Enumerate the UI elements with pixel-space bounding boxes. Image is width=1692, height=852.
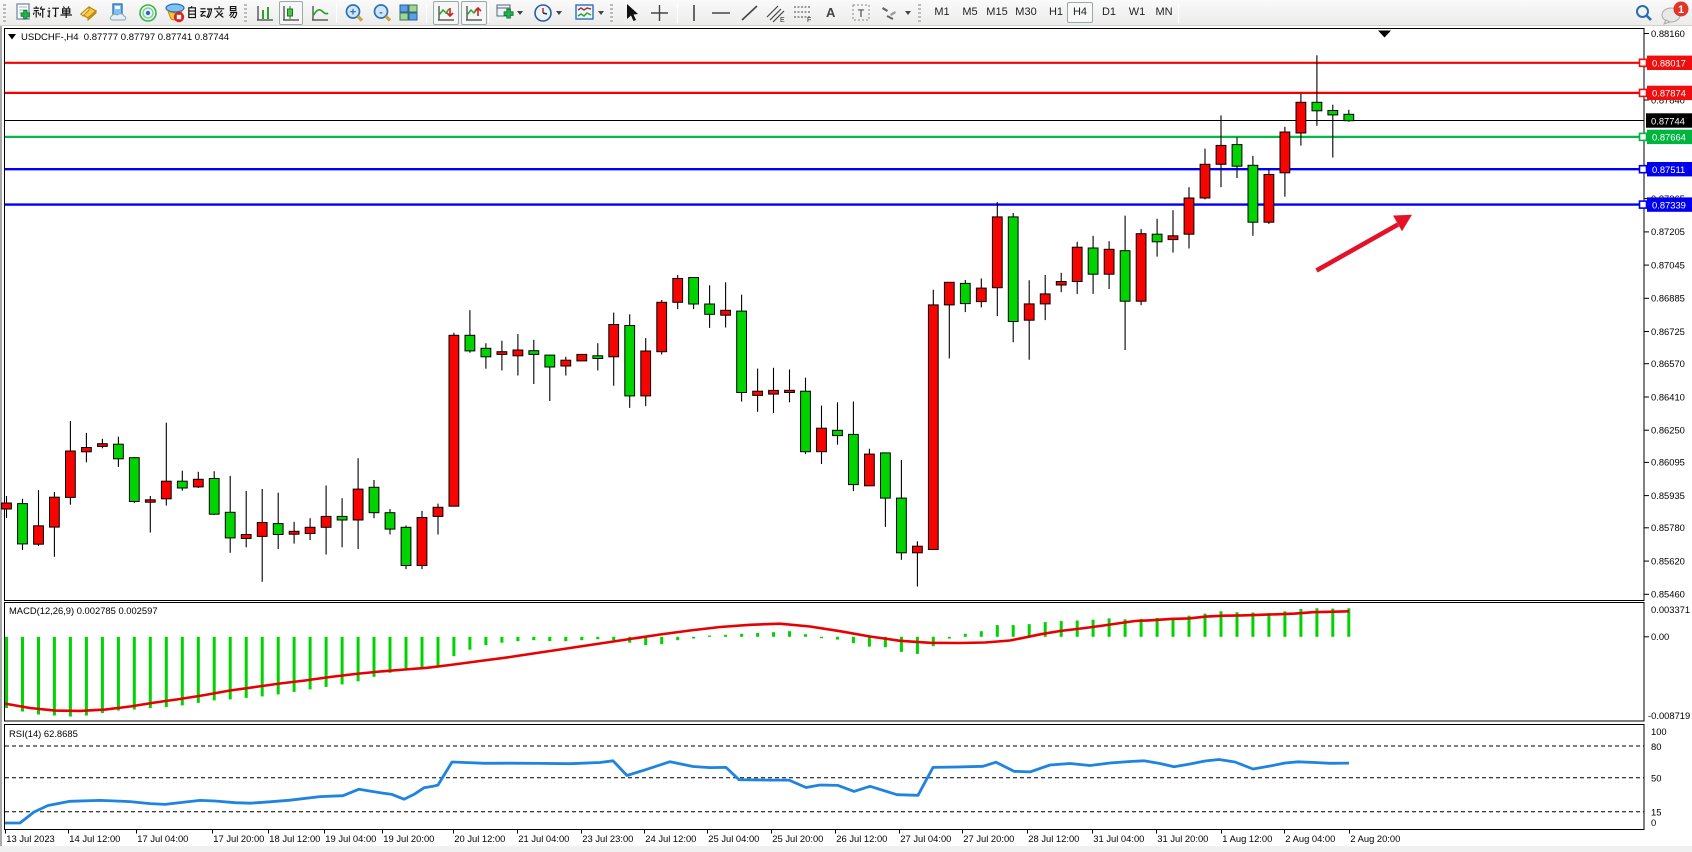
svg-text:27 Jul 20:00: 27 Jul 20:00 [963, 833, 1014, 844]
svg-text:27 Jul 04:00: 27 Jul 04:00 [900, 833, 951, 844]
svg-text:0: 0 [1651, 817, 1656, 828]
svg-text:0.87511: 0.87511 [1652, 164, 1685, 175]
svg-text:0.86885: 0.86885 [1651, 293, 1685, 304]
svg-text:13 Jul 2023: 13 Jul 2023 [6, 833, 54, 844]
svg-text:80: 80 [1651, 741, 1661, 752]
svg-text:20 Jul 12:00: 20 Jul 12:00 [454, 833, 505, 844]
svg-text:0.87664: 0.87664 [1652, 132, 1686, 143]
svg-text:25 Jul 04:00: 25 Jul 04:00 [708, 833, 759, 844]
svg-text:0.87744: 0.87744 [1651, 115, 1685, 126]
svg-text:1: 1 [1678, 4, 1684, 16]
svg-text:0.87339: 0.87339 [1652, 199, 1686, 210]
svg-text:2 Aug 20:00: 2 Aug 20:00 [1350, 833, 1400, 844]
svg-text:1 Aug 12:00: 1 Aug 12:00 [1222, 833, 1272, 844]
svg-text:0.86095: 0.86095 [1651, 457, 1685, 468]
svg-text:-: - [379, 7, 383, 19]
svg-text:0.85460: 0.85460 [1651, 589, 1685, 600]
svg-text:19 Jul 20:00: 19 Jul 20:00 [383, 833, 434, 844]
svg-text:28 Jul 12:00: 28 Jul 12:00 [1028, 833, 1079, 844]
svg-text:USDCHF-,H4 0.87777 0.87797 0.: USDCHF-,H4 0.87777 0.87797 0.87741 0.877… [21, 32, 229, 43]
svg-text:50: 50 [1651, 773, 1661, 784]
svg-text:15: 15 [1651, 807, 1661, 818]
svg-text:31 Jul 20:00: 31 Jul 20:00 [1157, 833, 1208, 844]
svg-text:2 Aug 04:00: 2 Aug 04:00 [1285, 833, 1335, 844]
svg-text:14 Jul 12:00: 14 Jul 12:00 [69, 833, 120, 844]
svg-text:100: 100 [1651, 726, 1667, 737]
svg-text:0.87874: 0.87874 [1652, 88, 1686, 99]
svg-text:0.88160: 0.88160 [1651, 28, 1685, 39]
svg-text:0.88017: 0.88017 [1652, 58, 1686, 69]
svg-text:0.86570: 0.86570 [1651, 358, 1685, 369]
svg-text:25 Jul 20:00: 25 Jul 20:00 [772, 833, 823, 844]
svg-text:F: F [807, 17, 811, 23]
svg-text:0.00: 0.00 [1651, 631, 1669, 642]
svg-text:0.003371: 0.003371 [1651, 604, 1690, 615]
svg-text:E: E [780, 17, 785, 23]
svg-text:18 Jul 12:00: 18 Jul 12:00 [269, 833, 320, 844]
svg-text:31 Jul 04:00: 31 Jul 04:00 [1093, 833, 1144, 844]
svg-text:+: + [350, 7, 356, 19]
svg-text:17 Jul 04:00: 17 Jul 04:00 [137, 833, 188, 844]
svg-text:17 Jul 20:00: 17 Jul 20:00 [213, 833, 264, 844]
svg-text:0.87205: 0.87205 [1651, 226, 1685, 237]
svg-text:0.87045: 0.87045 [1651, 259, 1685, 270]
svg-text:0.85620: 0.85620 [1651, 555, 1685, 566]
svg-text:19 Jul 04:00: 19 Jul 04:00 [325, 833, 376, 844]
svg-text:24 Jul 12:00: 24 Jul 12:00 [645, 833, 696, 844]
svg-text:26 Jul 12:00: 26 Jul 12:00 [836, 833, 887, 844]
svg-text:0.85780: 0.85780 [1651, 522, 1685, 533]
svg-text:T: T [858, 8, 865, 20]
svg-text:MACD(12,26,9) 0.002785 0.00259: MACD(12,26,9) 0.002785 0.002597 [9, 605, 158, 616]
svg-text:RSI(14) 62.8685: RSI(14) 62.8685 [9, 728, 78, 739]
svg-text:0.86725: 0.86725 [1651, 326, 1685, 337]
svg-text:21 Jul 04:00: 21 Jul 04:00 [518, 833, 569, 844]
svg-text:-0.008719: -0.008719 [1648, 710, 1690, 721]
svg-text:0.85935: 0.85935 [1651, 490, 1685, 501]
svg-text:0.86250: 0.86250 [1651, 425, 1685, 436]
svg-text:0.86410: 0.86410 [1651, 391, 1685, 402]
svg-text:23 Jul 23:00: 23 Jul 23:00 [582, 833, 633, 844]
